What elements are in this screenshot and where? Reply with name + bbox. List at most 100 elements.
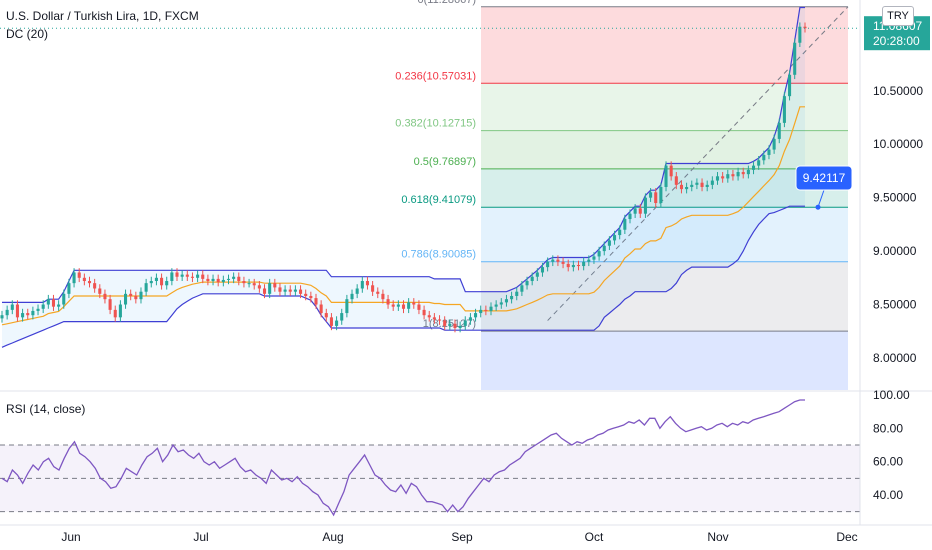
candle — [556, 259, 560, 262]
currency-badge[interactable]: TRY — [882, 6, 914, 26]
fib-level-label: 0.382(10.12715) — [395, 118, 476, 130]
time-tick-label: Sep — [451, 530, 473, 544]
candle — [232, 276, 236, 279]
candle — [57, 304, 61, 307]
fib-level-label: 0(11.28667) — [417, 0, 476, 6]
candle — [546, 261, 550, 268]
candle — [726, 174, 730, 179]
candle — [721, 176, 725, 179]
candle — [643, 197, 647, 214]
candle — [113, 309, 117, 318]
candle — [757, 160, 761, 166]
rsi-line — [1, 399, 805, 517]
candle — [98, 288, 102, 294]
candle — [422, 309, 426, 316]
candle — [679, 184, 683, 190]
fib-extension-zone — [481, 331, 848, 390]
candle — [190, 276, 194, 278]
candle — [10, 304, 14, 310]
candle — [762, 154, 766, 161]
candle — [576, 264, 581, 267]
rsi-tick-label: 100.00 — [873, 388, 910, 402]
price-tick-label: 8.00000 — [873, 351, 917, 365]
fib-zone — [481, 130, 848, 169]
candle — [62, 293, 66, 305]
candle — [371, 285, 375, 292]
candle — [87, 281, 92, 284]
candle — [633, 208, 637, 214]
symbol-legend[interactable]: U.S. Dollar / Turkish Lira, 1D, FXCM — [6, 9, 199, 23]
candle — [587, 259, 591, 262]
price-pane[interactable]: 0(11.28667) 0.236(10.57031) 0.382(10.12715… — [0, 0, 860, 390]
candle — [731, 174, 735, 177]
candle — [607, 240, 611, 246]
fib-zone — [481, 83, 848, 131]
rsi-legend[interactable]: RSI (14, close) — [6, 402, 86, 416]
rsi-pane[interactable] — [0, 399, 860, 517]
price-tick-label: 9.00000 — [873, 244, 917, 258]
candle — [540, 267, 545, 273]
time-tick-label: Jun — [61, 530, 80, 544]
candle — [396, 304, 400, 307]
time-tick-label: Aug — [322, 530, 343, 544]
candle — [638, 208, 642, 214]
candle — [355, 288, 359, 294]
candle — [268, 283, 272, 294]
price-tick-label: 10.50000 — [873, 84, 923, 98]
candle — [685, 186, 689, 190]
candle — [484, 309, 488, 311]
candle — [386, 299, 390, 305]
candle — [242, 281, 246, 284]
candle — [458, 325, 462, 329]
candle — [329, 317, 333, 326]
candle — [474, 313, 478, 318]
candle — [515, 291, 519, 296]
candle — [262, 288, 267, 294]
price-tick-label: 10.00000 — [873, 137, 923, 151]
candle — [535, 272, 539, 277]
candle — [309, 295, 313, 299]
candle — [46, 299, 50, 305]
candle — [134, 295, 138, 300]
candle — [407, 302, 411, 309]
candle — [736, 172, 740, 177]
fib-level-label: 0.618(9.41079) — [401, 194, 476, 206]
candle — [180, 274, 184, 277]
candle — [0, 315, 4, 319]
candle — [618, 229, 622, 236]
candle — [510, 295, 514, 300]
candle — [51, 299, 56, 307]
candle — [350, 293, 354, 300]
candle — [319, 304, 323, 314]
candle — [715, 176, 720, 181]
candle — [299, 289, 303, 294]
candle — [695, 182, 699, 185]
candle — [15, 304, 19, 318]
candle — [211, 278, 215, 282]
candle — [257, 285, 261, 289]
candle — [283, 289, 287, 292]
candle — [185, 274, 189, 277]
donchian-legend[interactable]: DC (20) — [6, 27, 49, 41]
candle — [494, 304, 498, 307]
candle — [571, 264, 575, 268]
candle — [21, 313, 25, 318]
candle — [124, 293, 128, 305]
candle — [160, 277, 164, 286]
candle — [82, 277, 86, 282]
candle — [175, 272, 179, 277]
fib-zone — [481, 207, 848, 262]
candle — [669, 165, 673, 177]
candle — [767, 149, 771, 155]
candle — [196, 274, 200, 278]
time-tick-label: Dec — [836, 530, 857, 544]
candle — [401, 304, 406, 309]
candle — [144, 283, 148, 292]
candle — [118, 304, 122, 318]
candle — [623, 219, 627, 230]
candle — [427, 315, 431, 318]
rsi-tick-label: 40.00 — [873, 488, 903, 502]
fib-level-label: 0.236(10.57031) — [395, 70, 476, 82]
candle — [41, 304, 45, 309]
